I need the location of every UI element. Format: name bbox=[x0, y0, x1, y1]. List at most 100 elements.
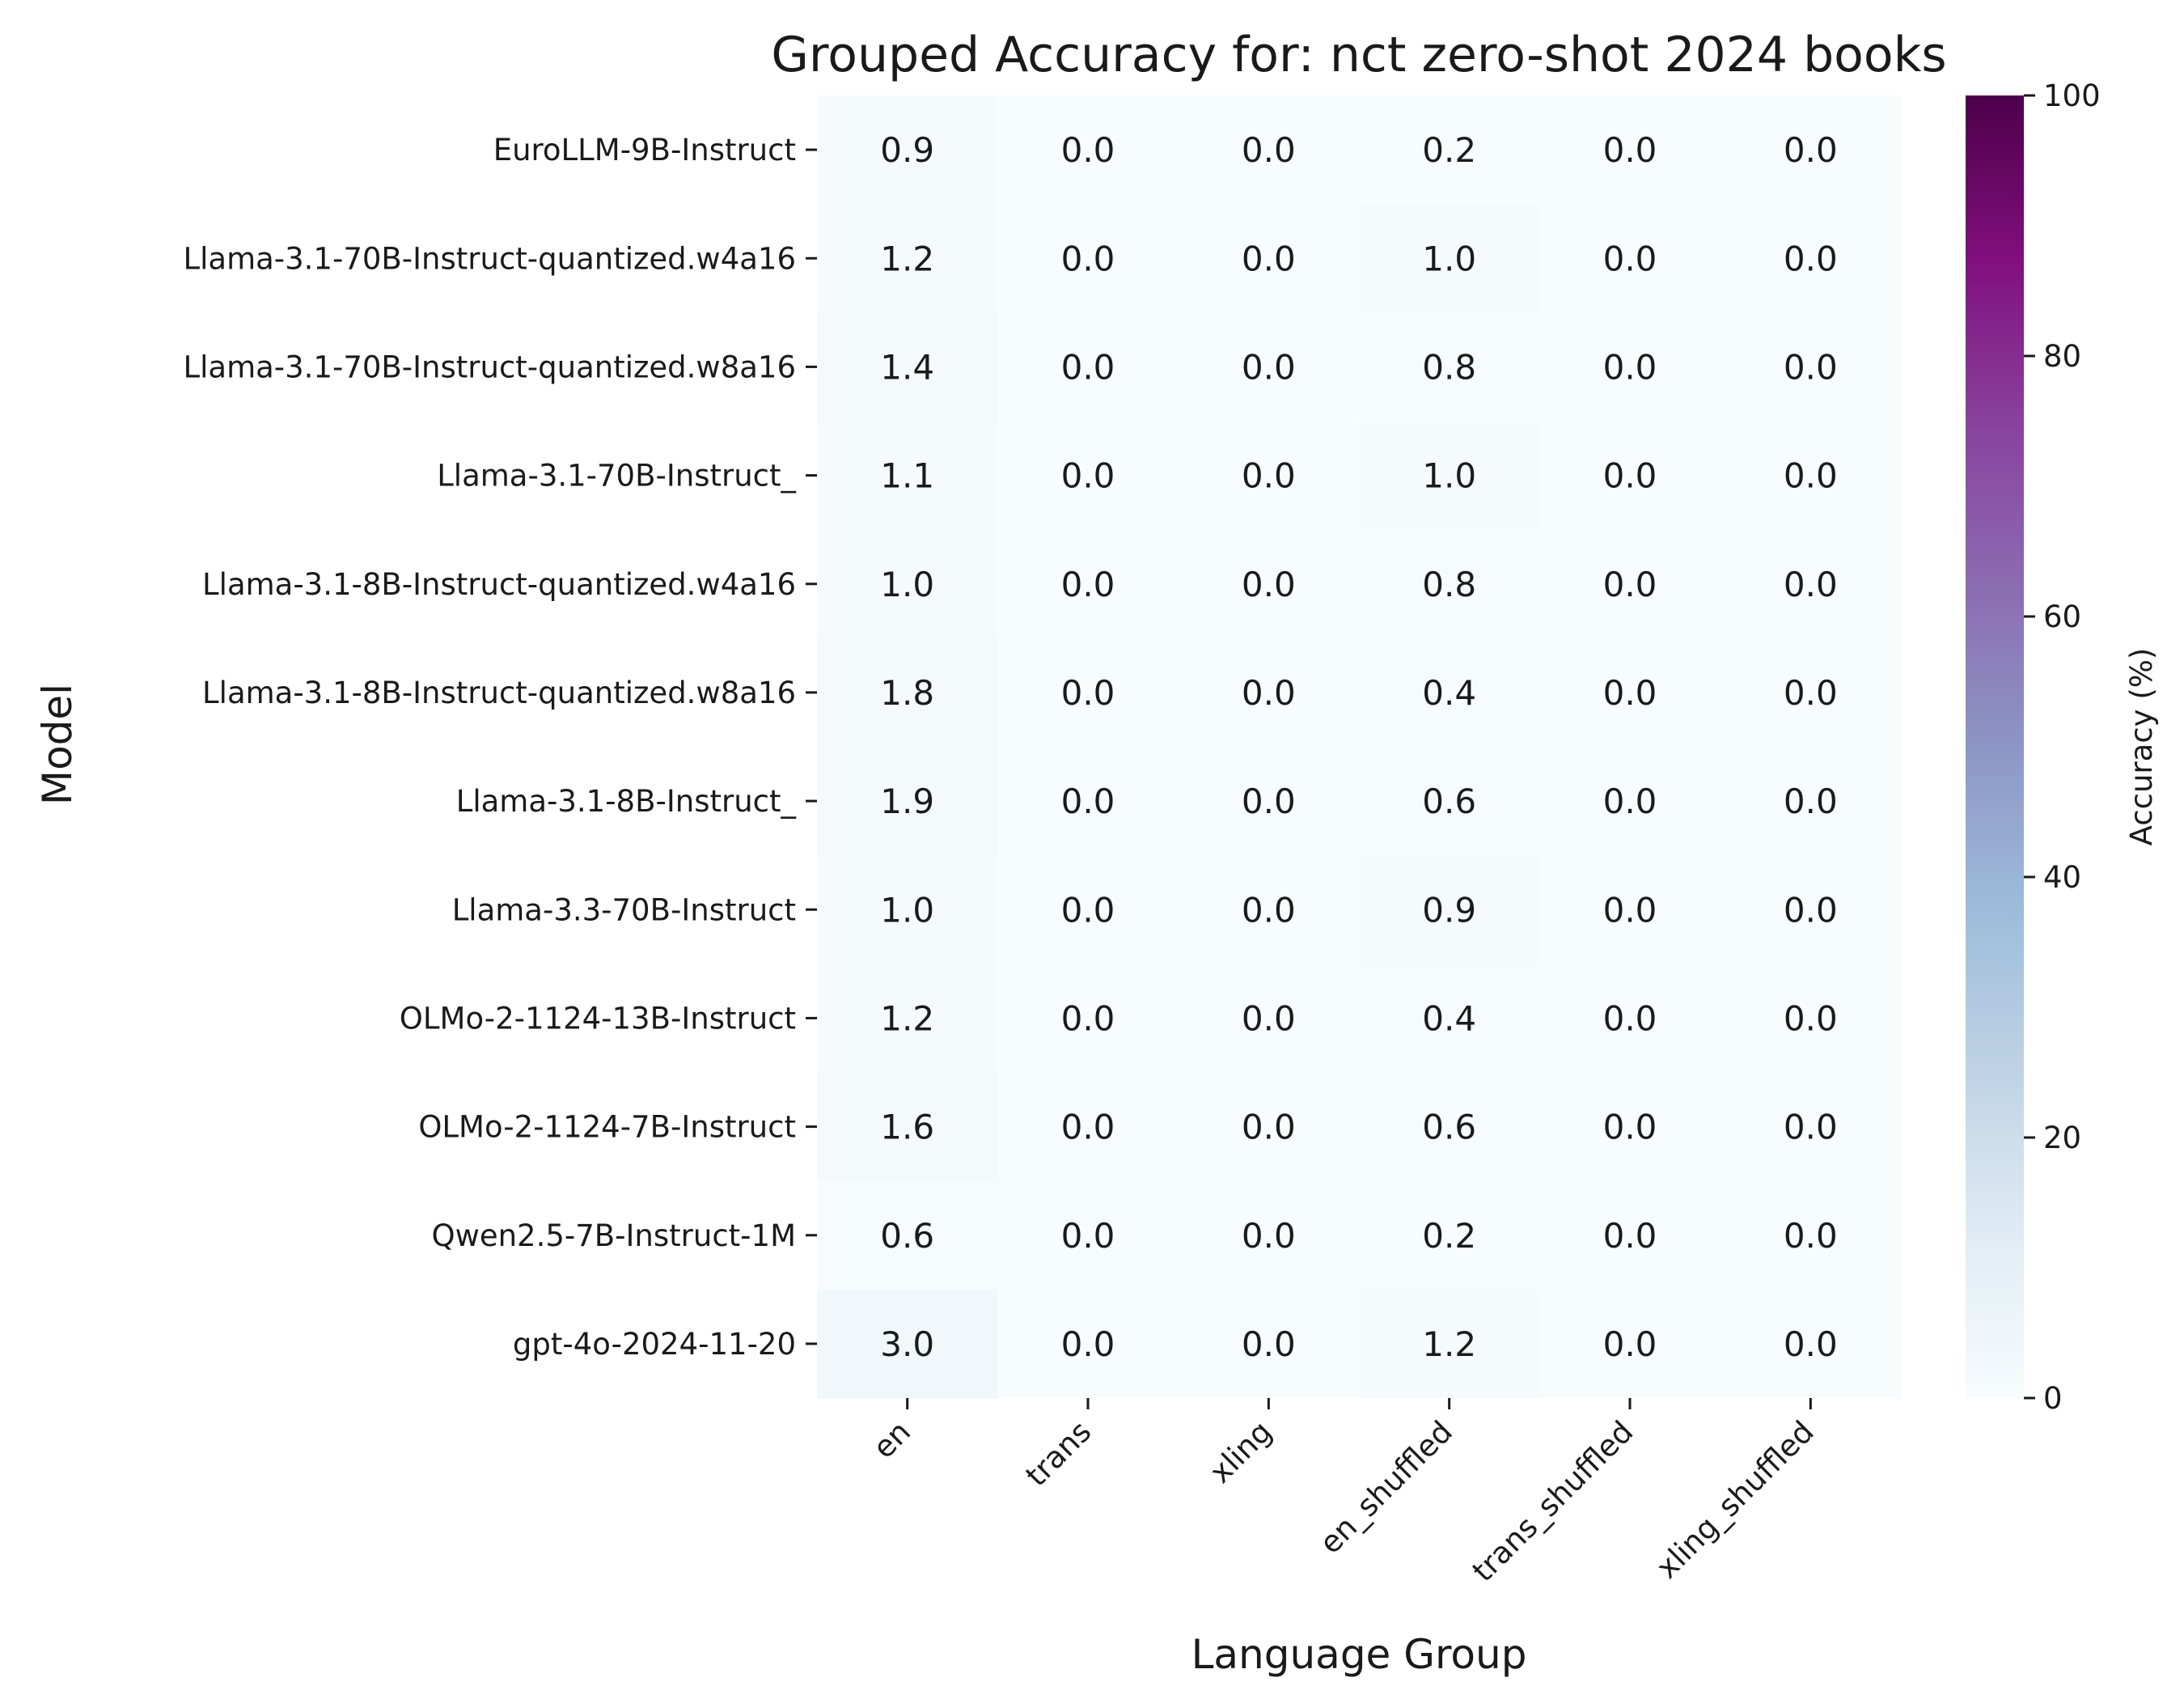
heatmap-cell bbox=[1359, 855, 1540, 964]
chart-title: Grouped Accuracy for: nct zero-shot 2024… bbox=[771, 27, 1946, 83]
heatmap-cell bbox=[817, 95, 998, 205]
heatmap-cell bbox=[1359, 204, 1540, 313]
heatmap-cell bbox=[1359, 1289, 1540, 1399]
x-axis-title: Language Group bbox=[1191, 1631, 1527, 1678]
heatmap-cell bbox=[1539, 638, 1721, 748]
heatmap-cell bbox=[1178, 421, 1360, 531]
cell-value-label: 0.6 bbox=[1422, 1108, 1476, 1147]
heatmap-cell bbox=[997, 529, 1179, 639]
colorbar: 0 20 40 60 80 100 Accuracy (%) bbox=[1966, 78, 2159, 1416]
cell-value-label: 0.0 bbox=[1784, 890, 1838, 930]
colorbar-tick-label: 80 bbox=[2043, 339, 2081, 374]
heatmap-cell bbox=[1178, 747, 1360, 856]
x-tick-label: en_shuffled bbox=[1313, 1414, 1459, 1561]
heatmap-cell bbox=[817, 855, 998, 964]
cell-value-label: 0.0 bbox=[1242, 673, 1296, 713]
cell-value-label: 0.0 bbox=[1603, 1108, 1657, 1147]
heatmap-cell bbox=[1720, 204, 1902, 313]
cell-value-label: 0.0 bbox=[1061, 673, 1115, 713]
heatmap-cell bbox=[1359, 421, 1540, 531]
cell-value-label: 0.6 bbox=[880, 1216, 934, 1256]
cell-value-label: 0.0 bbox=[1784, 1108, 1838, 1147]
cell-value-label: 0.4 bbox=[1422, 998, 1476, 1038]
cell-value-label: 0.8 bbox=[1422, 347, 1476, 387]
cell-value-label: 0.0 bbox=[1784, 130, 1838, 170]
heatmap-cell bbox=[817, 964, 998, 1074]
cell-value-label: 3.0 bbox=[880, 1324, 934, 1364]
heatmap-cell-labels: 0.9 0.0 0.0 0.2 0.0 0.0 1.2 0.0 0.0 1.0 0.0 0.0 1.4 0… bbox=[880, 130, 1837, 1364]
cell-value-label: 0.6 bbox=[1422, 782, 1476, 821]
heatmap-cell bbox=[1539, 964, 1721, 1074]
heatmap-cell bbox=[1359, 312, 1540, 422]
cell-value-label: 1.4 bbox=[880, 347, 934, 387]
heatmap-cell bbox=[1359, 95, 1540, 205]
heatmap-cell bbox=[997, 1289, 1179, 1399]
heatmap-cell bbox=[997, 204, 1179, 313]
heatmap-cell bbox=[1178, 204, 1360, 313]
cell-value-label: 0.0 bbox=[1784, 1216, 1838, 1256]
cell-value-label: 0.0 bbox=[1242, 1216, 1296, 1256]
colorbar-tick-label: 60 bbox=[2043, 600, 2081, 634]
heatmap-cell bbox=[1720, 1180, 1902, 1290]
heatmap-cell bbox=[1178, 312, 1360, 422]
cell-value-label: 0.0 bbox=[1061, 890, 1115, 930]
cell-value-label: 0.0 bbox=[1242, 456, 1296, 496]
heatmap-cell bbox=[1178, 1072, 1360, 1182]
cell-value-label: 1.9 bbox=[880, 782, 934, 821]
heatmap-cell bbox=[1178, 95, 1360, 205]
cell-value-label: 0.0 bbox=[1603, 239, 1657, 278]
cell-value-label: 0.0 bbox=[1061, 130, 1115, 170]
cell-value-label: 0.0 bbox=[1242, 347, 1296, 387]
heatmap-cell bbox=[1178, 1289, 1360, 1399]
cell-value-label: 0.0 bbox=[1603, 890, 1657, 930]
cell-value-label: 0.0 bbox=[1603, 673, 1657, 713]
heatmap-cell bbox=[997, 1180, 1179, 1290]
cell-value-label: 1.0 bbox=[880, 565, 934, 604]
heatmap-cell bbox=[1720, 638, 1902, 748]
heatmap-cell bbox=[1539, 95, 1721, 205]
heatmap-cells bbox=[817, 95, 1902, 1399]
x-axis: en trans xling en_shuffled trans_shuffled xli… bbox=[866, 1398, 1821, 1589]
colorbar-gradient bbox=[1966, 95, 2024, 1398]
cell-value-label: 0.0 bbox=[1603, 782, 1657, 821]
heatmap-cell bbox=[997, 95, 1179, 205]
heatmap-cell bbox=[1539, 529, 1721, 639]
cell-value-label: 0.0 bbox=[1784, 998, 1838, 1038]
cell-value-label: 0.0 bbox=[1242, 1108, 1296, 1147]
colorbar-tick-label: 0 bbox=[2043, 1381, 2063, 1416]
y-tick-label: Llama-3.1-70B-Instruct_ bbox=[437, 459, 796, 494]
x-tick-label: trans_shuffled bbox=[1466, 1414, 1640, 1589]
cell-value-label: 0.0 bbox=[1603, 347, 1657, 387]
colorbar-tick-label: 100 bbox=[2043, 78, 2101, 113]
cell-value-label: 0.0 bbox=[1603, 565, 1657, 604]
cell-value-label: 0.0 bbox=[1784, 239, 1838, 278]
x-tick-label: xling bbox=[1203, 1414, 1279, 1490]
heatmap-cell bbox=[817, 421, 998, 531]
heatmap-cell bbox=[1539, 421, 1721, 531]
colorbar-ticks: 0 20 40 60 80 100 bbox=[2024, 78, 2101, 1416]
heatmap-cell bbox=[1720, 747, 1902, 856]
cell-value-label: 0.0 bbox=[1061, 565, 1115, 604]
heatmap-cell bbox=[817, 1072, 998, 1182]
heatmap-cell bbox=[997, 638, 1179, 748]
heatmap-cell bbox=[997, 747, 1179, 856]
heatmap-cell bbox=[1720, 1289, 1902, 1399]
cell-value-label: 0.0 bbox=[1242, 1324, 1296, 1364]
cell-value-label: 0.0 bbox=[1242, 782, 1296, 821]
heatmap-cell bbox=[817, 204, 998, 313]
y-tick-label: Llama-3.1-8B-Instruct-quantized.w8a16 bbox=[202, 676, 796, 710]
cell-value-label: 1.2 bbox=[880, 998, 934, 1038]
cell-value-label: 1.0 bbox=[880, 890, 934, 930]
heatmap-cell bbox=[1539, 1072, 1721, 1182]
cell-value-label: 0.0 bbox=[1784, 673, 1838, 713]
heatmap-cell bbox=[1359, 1072, 1540, 1182]
x-tick-label: xling_shuffled bbox=[1649, 1414, 1820, 1585]
heatmap-cell bbox=[1178, 1180, 1360, 1290]
cell-value-label: 0.0 bbox=[1784, 565, 1838, 604]
cell-value-label: 0.0 bbox=[1061, 1108, 1115, 1147]
heatmap-cell bbox=[1178, 964, 1360, 1074]
cell-value-label: 1.2 bbox=[1422, 1324, 1476, 1364]
cell-value-label: 1.2 bbox=[880, 239, 934, 278]
heatmap-cell bbox=[817, 1289, 998, 1399]
y-tick-label: Llama-3.3-70B-Instruct bbox=[452, 892, 796, 927]
